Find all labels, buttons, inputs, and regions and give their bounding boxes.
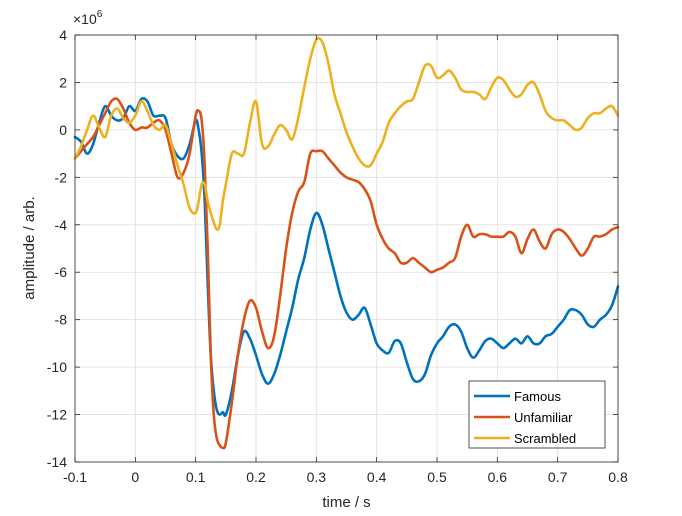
- y-exponent-power: 6: [97, 9, 103, 20]
- legend-label-unfamiliar: Unfamiliar: [514, 410, 573, 425]
- x-tick-label: 0: [131, 469, 139, 485]
- x-tick-label: 0.8: [608, 469, 628, 485]
- y-tick-label: -4: [55, 217, 68, 233]
- y-exponent-base: ×10: [73, 11, 97, 27]
- x-tick-label: 0.4: [367, 469, 387, 485]
- y-tick-label: -12: [47, 407, 67, 423]
- x-tick-label: 0.7: [548, 469, 568, 485]
- y-tick-label: 0: [59, 122, 67, 138]
- legend-label-famous: Famous: [514, 389, 561, 404]
- x-tick-label: 0.1: [186, 469, 206, 485]
- y-tick-label: 4: [59, 27, 67, 43]
- y-tick-label: 2: [59, 74, 67, 90]
- legend: Famous Unfamiliar Scrambled: [469, 381, 605, 448]
- x-tick-label: -0.1: [63, 469, 87, 485]
- x-tick-label: 0.3: [307, 469, 327, 485]
- y-tick-label: -8: [55, 312, 68, 328]
- y-tick-label: -14: [47, 454, 67, 470]
- y-tick-label: -6: [55, 264, 68, 280]
- x-tick-label: 0.5: [427, 469, 447, 485]
- x-axis-label: time / s: [322, 494, 370, 511]
- x-tick-label: 0.6: [488, 469, 508, 485]
- y-axis-label: amplitude / arb.: [21, 196, 38, 299]
- y-tick-label: -10: [47, 359, 67, 375]
- legend-label-scrambled: Scrambled: [514, 431, 576, 446]
- x-tick-label: 0.2: [246, 469, 266, 485]
- y-tick-label: -2: [55, 169, 68, 185]
